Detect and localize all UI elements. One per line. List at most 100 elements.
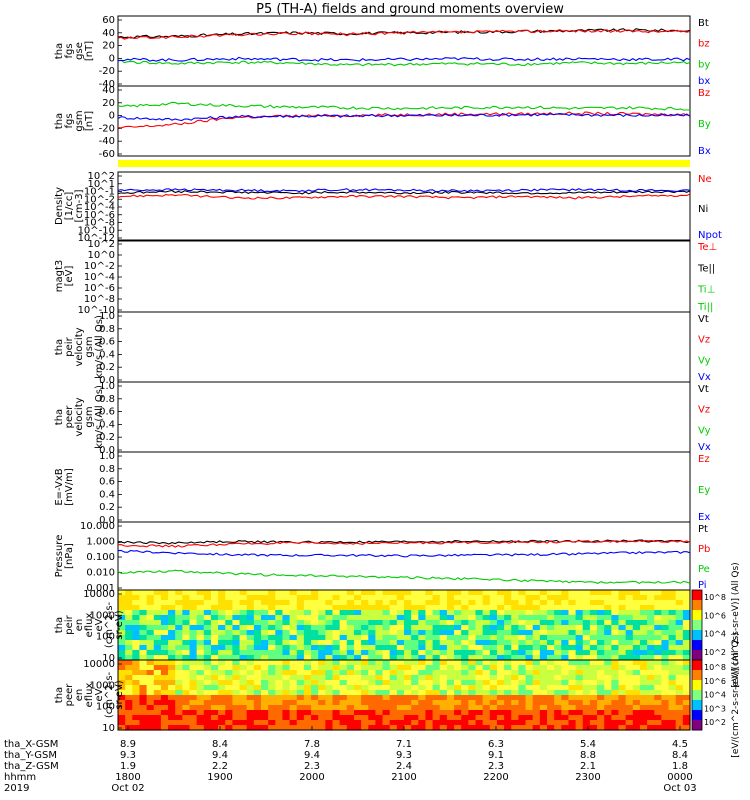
- spectrogram-cell: [253, 685, 262, 691]
- spectrogram-cell: [346, 610, 355, 616]
- spectrogram-cell: [210, 620, 219, 626]
- spectrogram-cell: [375, 635, 384, 641]
- spectrogram-cell: [153, 610, 162, 616]
- y-tick-label: 100: [96, 632, 115, 643]
- spectrogram-cell: [539, 625, 548, 631]
- spectrogram-cell: [561, 690, 570, 696]
- spectrogram-cell: [582, 600, 591, 606]
- spectrogram-cell: [361, 605, 369, 611]
- spectrogram-cell: [139, 595, 148, 601]
- spectrogram-cell: [175, 635, 183, 641]
- spectrogram-cell: [404, 695, 412, 701]
- spectrogram-cell: [604, 595, 612, 601]
- spectrogram-cell: [382, 635, 391, 641]
- spectrogram-cell: [296, 655, 305, 661]
- spectrogram-cell: [682, 715, 691, 721]
- spectrogram-cell: [432, 630, 441, 636]
- spectrogram-cell: [525, 590, 534, 596]
- spectrogram-cell: [611, 715, 620, 721]
- spectrogram-cell: [411, 675, 419, 681]
- spectrogram-cell: [525, 605, 534, 611]
- spectrogram-cell: [382, 595, 391, 601]
- spectrogram-cell: [418, 630, 427, 636]
- spectrogram-cell: [139, 600, 148, 606]
- spectrogram-cell: [639, 620, 648, 626]
- spectrogram-cell: [496, 615, 505, 621]
- spectrogram-cell: [361, 615, 369, 621]
- spectrogram-cell: [361, 620, 369, 626]
- spectrogram-cell: [311, 710, 319, 716]
- spectrogram-cell: [425, 605, 434, 611]
- spectrogram-cell: [146, 605, 155, 611]
- spectrogram-cell: [489, 670, 498, 676]
- spectrogram-cell: [568, 640, 577, 646]
- spectrogram-cell: [496, 590, 505, 596]
- spectrogram-cell: [346, 595, 355, 601]
- spectrogram-cell: [210, 605, 219, 611]
- spectrogram-cell: [168, 675, 176, 681]
- spectrogram-cell: [332, 700, 341, 706]
- y-axis-label: tha: [54, 113, 65, 129]
- spectrogram-cell: [296, 725, 305, 731]
- spectrogram-cell: [582, 650, 591, 656]
- spectrogram-cell: [196, 630, 205, 636]
- spectrogram-cell: [518, 640, 527, 646]
- spectrogram-cell: [432, 605, 441, 611]
- spectrogram-cell: [547, 670, 555, 676]
- y-tick-label: 0.8: [99, 464, 115, 475]
- spectrogram-cell: [411, 640, 419, 646]
- spectrogram-cell: [168, 640, 176, 646]
- spectrogram-cell: [604, 600, 612, 606]
- spectrogram-cell: [289, 695, 298, 701]
- spectrogram-cell: [375, 630, 384, 636]
- spectrogram-cell: [454, 710, 462, 716]
- spectrogram-cell: [353, 705, 362, 711]
- spectrogram-cell: [675, 690, 684, 696]
- spectrogram-cell: [647, 720, 655, 726]
- spectrogram-cell: [382, 630, 391, 636]
- spectrogram-cell: [289, 655, 298, 661]
- spectrogram-cell: [253, 705, 262, 711]
- spectrogram-cell: [547, 715, 555, 721]
- spectrogram-cell: [175, 690, 183, 696]
- spectrogram-cell: [661, 600, 670, 606]
- spectrogram-cell: [189, 725, 198, 731]
- spectrogram-cell: [168, 710, 176, 716]
- spectrogram-cell: [225, 625, 233, 631]
- spectrogram-cell: [160, 645, 169, 651]
- spectrogram-cell: [475, 685, 484, 691]
- spectrogram-cell: [396, 595, 405, 601]
- spectrogram-cell: [675, 635, 684, 641]
- y-axis-label: Density: [54, 187, 65, 225]
- spectrogram-cell: [339, 640, 348, 646]
- spectrogram-cell: [432, 650, 441, 656]
- spectrogram-cell: [375, 720, 384, 726]
- spectrogram-cell: [160, 710, 169, 716]
- spectrogram-cell: [589, 675, 598, 681]
- spectrogram-cell: [232, 680, 241, 686]
- spectrogram-cell: [604, 690, 612, 696]
- spectrogram-cell: [475, 635, 484, 641]
- spectrogram-cell: [175, 590, 183, 596]
- spectrogram-cell: [647, 605, 655, 611]
- spectrogram-cell: [339, 650, 348, 656]
- spectrogram-cell: [168, 635, 176, 641]
- spectrogram-cell: [396, 605, 405, 611]
- ephemeris-z-value: 2.1: [580, 761, 596, 772]
- spectrogram-cell: [432, 715, 441, 721]
- spectrogram-cell: [375, 700, 384, 706]
- spectrogram-cell: [482, 685, 491, 691]
- spectrogram-cell: [189, 650, 198, 656]
- spectrogram-cell: [382, 600, 391, 606]
- spectrogram-cell: [153, 705, 162, 711]
- spectrogram-cell: [597, 690, 605, 696]
- y-tick-label: -40: [99, 79, 115, 90]
- spectrogram-cell: [532, 715, 541, 721]
- spectrogram-cell: [118, 665, 126, 671]
- spectrogram-cell: [168, 665, 176, 671]
- spectrogram-cell: [303, 605, 312, 611]
- spectrogram-cell: [296, 715, 305, 721]
- spectrogram-cell: [461, 700, 469, 706]
- spectrogram-cell: [661, 650, 670, 656]
- spectrogram-cell: [625, 625, 634, 631]
